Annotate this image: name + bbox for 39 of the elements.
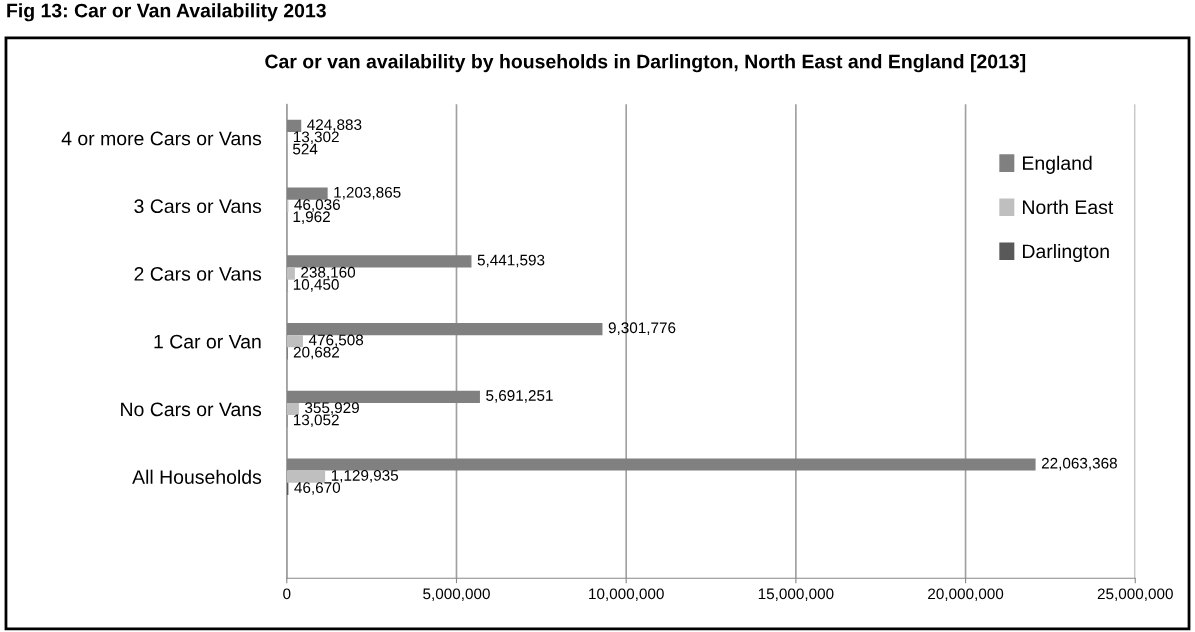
- data-label: 13,302: [293, 131, 339, 145]
- y-tick-label: All Households: [132, 469, 262, 484]
- x-tick-label: 5,000,000: [423, 588, 490, 602]
- bar: [286, 267, 295, 280]
- data-label: 355,929: [305, 402, 359, 415]
- data-label: 13,052: [293, 414, 339, 428]
- data-label: 1,962: [293, 211, 330, 224]
- legend-label: England: [1023, 155, 1092, 174]
- data-label: 46,670: [294, 482, 341, 495]
- legend-label: North East: [1023, 199, 1114, 215]
- data-label: 20,682: [293, 346, 340, 360]
- x-tick-label: 15,000,000: [758, 588, 834, 602]
- data-label: 1,129,935: [331, 469, 399, 483]
- bar: [286, 470, 326, 483]
- data-label: 9,301,776: [608, 322, 676, 335]
- legend-label: Darlington: [1023, 243, 1109, 263]
- data-label: 5,691,251: [486, 390, 553, 403]
- data-label: 238,160: [301, 266, 356, 280]
- data-label: 1,203,865: [334, 186, 401, 200]
- bar: [286, 335, 303, 348]
- data-label: 10,450: [293, 279, 339, 292]
- x-tick-label: 20,000,000: [928, 588, 1004, 602]
- data-label: 5,441,593: [477, 254, 545, 268]
- y-tick-label: 4 or more Cars or Vans: [61, 131, 262, 146]
- x-tick-label: 0: [283, 588, 291, 600]
- data-label: 476,508: [308, 334, 364, 348]
- data-label: 46,036: [294, 199, 340, 212]
- chart-title: Car or van availability by households in Darlington, North East and England [2013]: [265, 54, 1026, 73]
- y-tick-label: 2 Cars or Vans: [134, 267, 262, 281]
- x-tick-label: 10,000,000: [589, 588, 664, 602]
- data-label: 424,883: [307, 119, 362, 132]
- caption: Fig 13: Car or Van Availability 2013: [7, 3, 326, 22]
- bar: [286, 402, 299, 416]
- data-label: 22,063,368: [1041, 457, 1117, 471]
- y-tick-label: No Cars or Vans: [121, 402, 262, 417]
- data-label: 524: [292, 143, 318, 155]
- y-tick-label: 1 Car or Van: [154, 334, 261, 349]
- y-tick-label: 3 Cars or Vans: [134, 199, 262, 214]
- x-tick-label: 25,000,000: [1097, 588, 1173, 602]
